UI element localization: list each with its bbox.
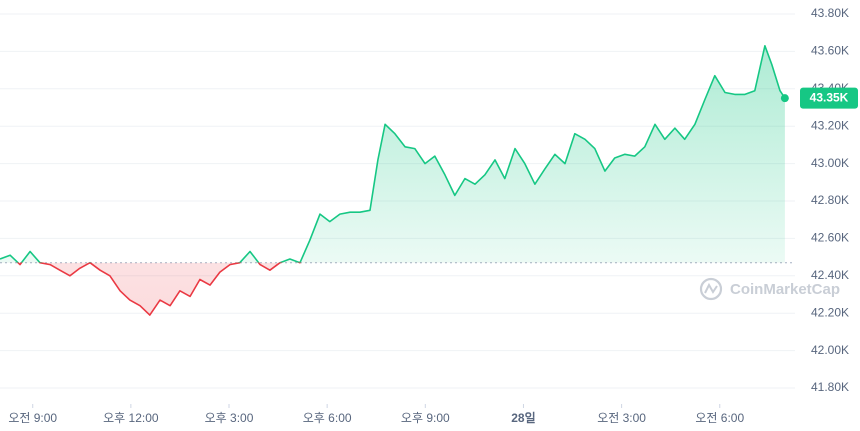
x-tick-label: 오후 9:00 [401,411,450,425]
price-line [0,45,786,316]
x-tick-label: 오전 9:00 [8,411,57,425]
watermark: CoinMarketCap [699,277,840,301]
watermark-text: CoinMarketCap [730,281,840,298]
area-down [18,262,280,316]
y-tick-label: 43.60K [811,44,849,58]
y-tick-label: 42.20K [811,305,849,319]
x-tick-label: 오후 12:00 [103,411,159,425]
y-tick-label: 43.00K [811,156,849,170]
x-tick-label: 28일 [511,411,535,425]
price-tag-label: 43.35K [810,90,849,104]
y-tick-label: 43.20K [811,118,849,132]
watermark-logo-mark [704,282,718,294]
price-tag [800,87,858,109]
axes: 41.80K 42.00K 42.20K 42.40K 42.60K 42.80K 43.0… [8,6,858,425]
last-point [780,94,789,103]
x-tick-label: 오후 6:00 [303,411,352,425]
plot [0,45,795,316]
area-up [0,45,785,263]
watermark-logo [699,277,723,301]
x-tick-label: 오전 3:00 [597,411,646,425]
y-tick-label: 42.40K [811,268,849,282]
x-tick-label: 오전 6:00 [695,411,744,425]
y-tick-label: 42.80K [811,193,849,207]
y-tick-label: 41.80K [811,380,849,394]
x-tick-label: 오후 3:00 [205,411,254,425]
y-tick-label: 43.80K [811,6,849,20]
y-tick-label: 42.00K [811,343,849,357]
y-tick-label: 42.60K [811,231,849,245]
